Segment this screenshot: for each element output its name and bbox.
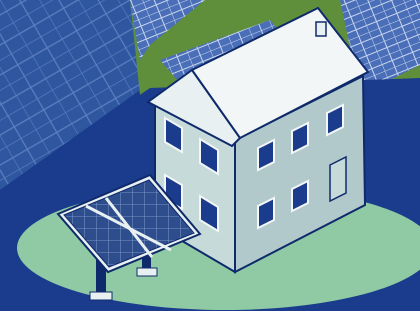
panel-base bbox=[137, 268, 157, 276]
door bbox=[330, 157, 346, 201]
chimney bbox=[316, 22, 326, 36]
panel-base bbox=[90, 292, 112, 300]
solar-house-illustration bbox=[0, 0, 420, 311]
page bbox=[0, 0, 420, 311]
